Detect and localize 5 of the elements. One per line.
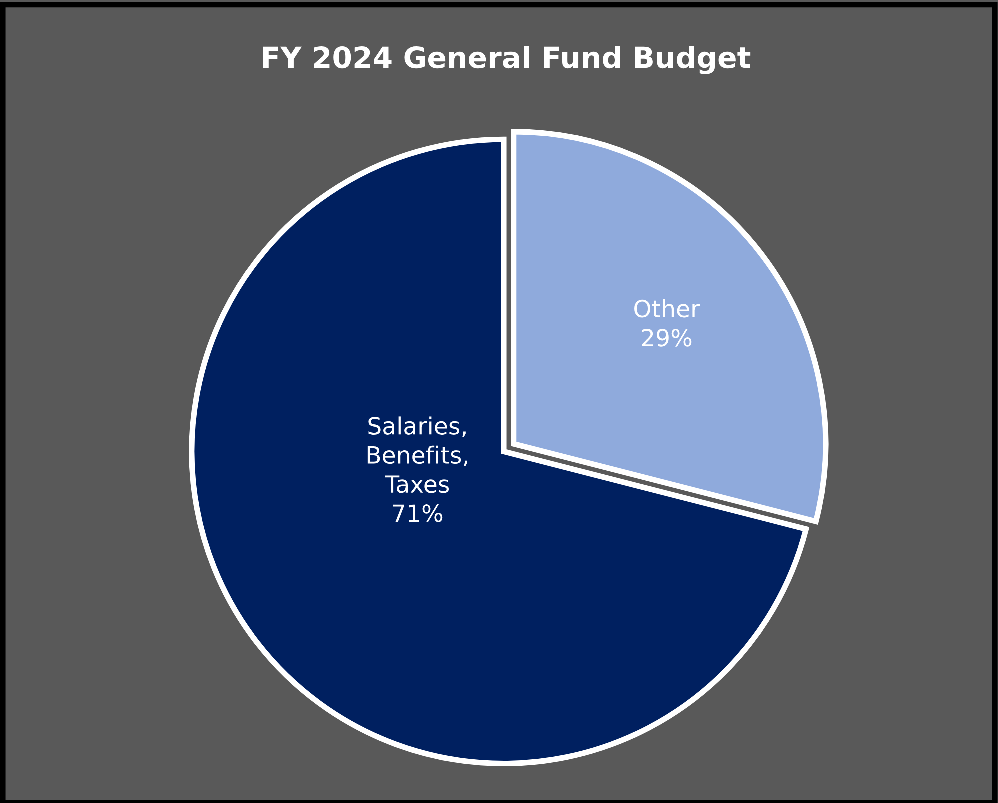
data-label: 29%	[642, 329, 692, 347]
slice-label: Salaries, Benefits, Taxes	[368, 416, 468, 494]
chart-title: FY 2024 General Fund Budget	[263, 46, 751, 74]
slice-label: Other	[634, 299, 700, 318]
data-label: 71%	[393, 504, 443, 522]
